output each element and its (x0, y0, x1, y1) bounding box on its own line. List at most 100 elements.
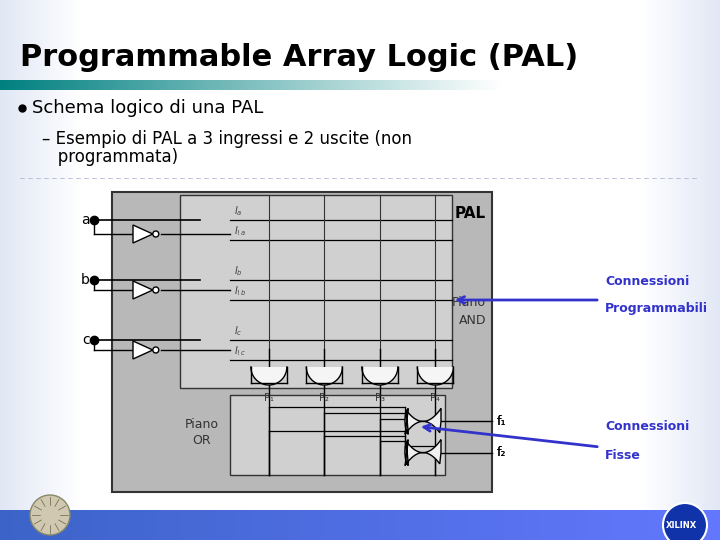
Bar (466, 80, 467, 90)
Bar (391, 510, 392, 540)
Bar (548, 510, 549, 540)
Bar (227, 80, 228, 90)
Bar (43, 510, 44, 540)
Bar (426, 80, 427, 90)
Bar (432, 510, 433, 540)
Bar (265, 510, 266, 540)
Bar (154, 80, 155, 90)
Bar (262, 80, 263, 90)
Bar (534, 510, 535, 540)
Bar (40, 510, 41, 540)
Bar (618, 510, 619, 540)
Bar (695, 510, 696, 540)
Bar (564, 510, 565, 540)
Text: Programmable Array Logic (PAL): Programmable Array Logic (PAL) (20, 44, 578, 72)
Bar (468, 80, 469, 90)
Bar (222, 80, 223, 90)
Bar (273, 510, 274, 540)
Bar (718, 510, 719, 540)
Bar (111, 80, 112, 90)
Bar (357, 510, 358, 540)
Bar (223, 510, 224, 540)
Bar (117, 510, 118, 540)
Bar (152, 80, 153, 90)
Bar (536, 510, 537, 540)
Bar (319, 510, 320, 540)
Bar (43, 80, 44, 90)
Bar (183, 510, 184, 540)
Bar (37, 80, 38, 90)
Bar (615, 510, 616, 540)
Bar (342, 80, 343, 90)
Bar (333, 510, 334, 540)
Bar (256, 80, 257, 90)
Bar (7, 80, 8, 90)
Bar (676, 510, 677, 540)
Bar (337, 510, 338, 540)
Bar (3, 510, 4, 540)
Bar (167, 510, 168, 540)
Bar (10, 80, 11, 90)
Bar (684, 0, 686, 540)
Bar (22, 0, 24, 540)
Bar (52, 510, 53, 540)
Bar (376, 80, 377, 90)
Bar (190, 510, 191, 540)
Bar (429, 510, 430, 540)
Bar (682, 510, 683, 540)
Bar (322, 80, 323, 90)
Text: OR: OR (193, 434, 211, 447)
Bar (413, 80, 414, 90)
Bar (127, 510, 128, 540)
Bar (275, 510, 276, 540)
Bar (140, 510, 141, 540)
Bar (158, 510, 159, 540)
Bar (678, 510, 679, 540)
Bar (406, 80, 407, 90)
Bar (359, 510, 360, 540)
Bar (333, 80, 334, 90)
Bar (321, 510, 322, 540)
Bar (332, 80, 333, 90)
Bar (39, 510, 40, 540)
Bar (229, 80, 230, 90)
Bar (244, 80, 245, 90)
Bar (543, 510, 544, 540)
Bar (455, 80, 456, 90)
Bar (696, 0, 698, 540)
Bar (106, 510, 107, 540)
Bar (61, 80, 62, 90)
Bar (44, 80, 45, 90)
Bar (41, 80, 42, 90)
Bar (197, 510, 198, 540)
Bar (408, 510, 409, 540)
Bar (428, 80, 429, 90)
Bar (180, 80, 181, 90)
Text: a: a (81, 213, 90, 227)
Bar (478, 80, 479, 90)
Bar (667, 510, 668, 540)
Bar (297, 510, 298, 540)
Bar (58, 510, 59, 540)
Bar (89, 80, 90, 90)
Bar (329, 80, 330, 90)
Bar (612, 510, 613, 540)
Bar (472, 510, 473, 540)
Polygon shape (133, 225, 153, 243)
Bar (398, 510, 399, 540)
Bar (30, 80, 31, 90)
Bar (238, 510, 239, 540)
Bar (284, 80, 285, 90)
Bar (72, 80, 73, 90)
Bar (111, 510, 112, 540)
Bar (597, 510, 598, 540)
Bar (318, 80, 319, 90)
Bar (321, 80, 322, 90)
Bar (617, 510, 618, 540)
Bar (210, 80, 211, 90)
Text: $I_{!b}$: $I_{!b}$ (234, 284, 247, 298)
Bar (42, 0, 44, 540)
Bar (126, 510, 127, 540)
Bar (409, 510, 410, 540)
Bar (370, 80, 371, 90)
